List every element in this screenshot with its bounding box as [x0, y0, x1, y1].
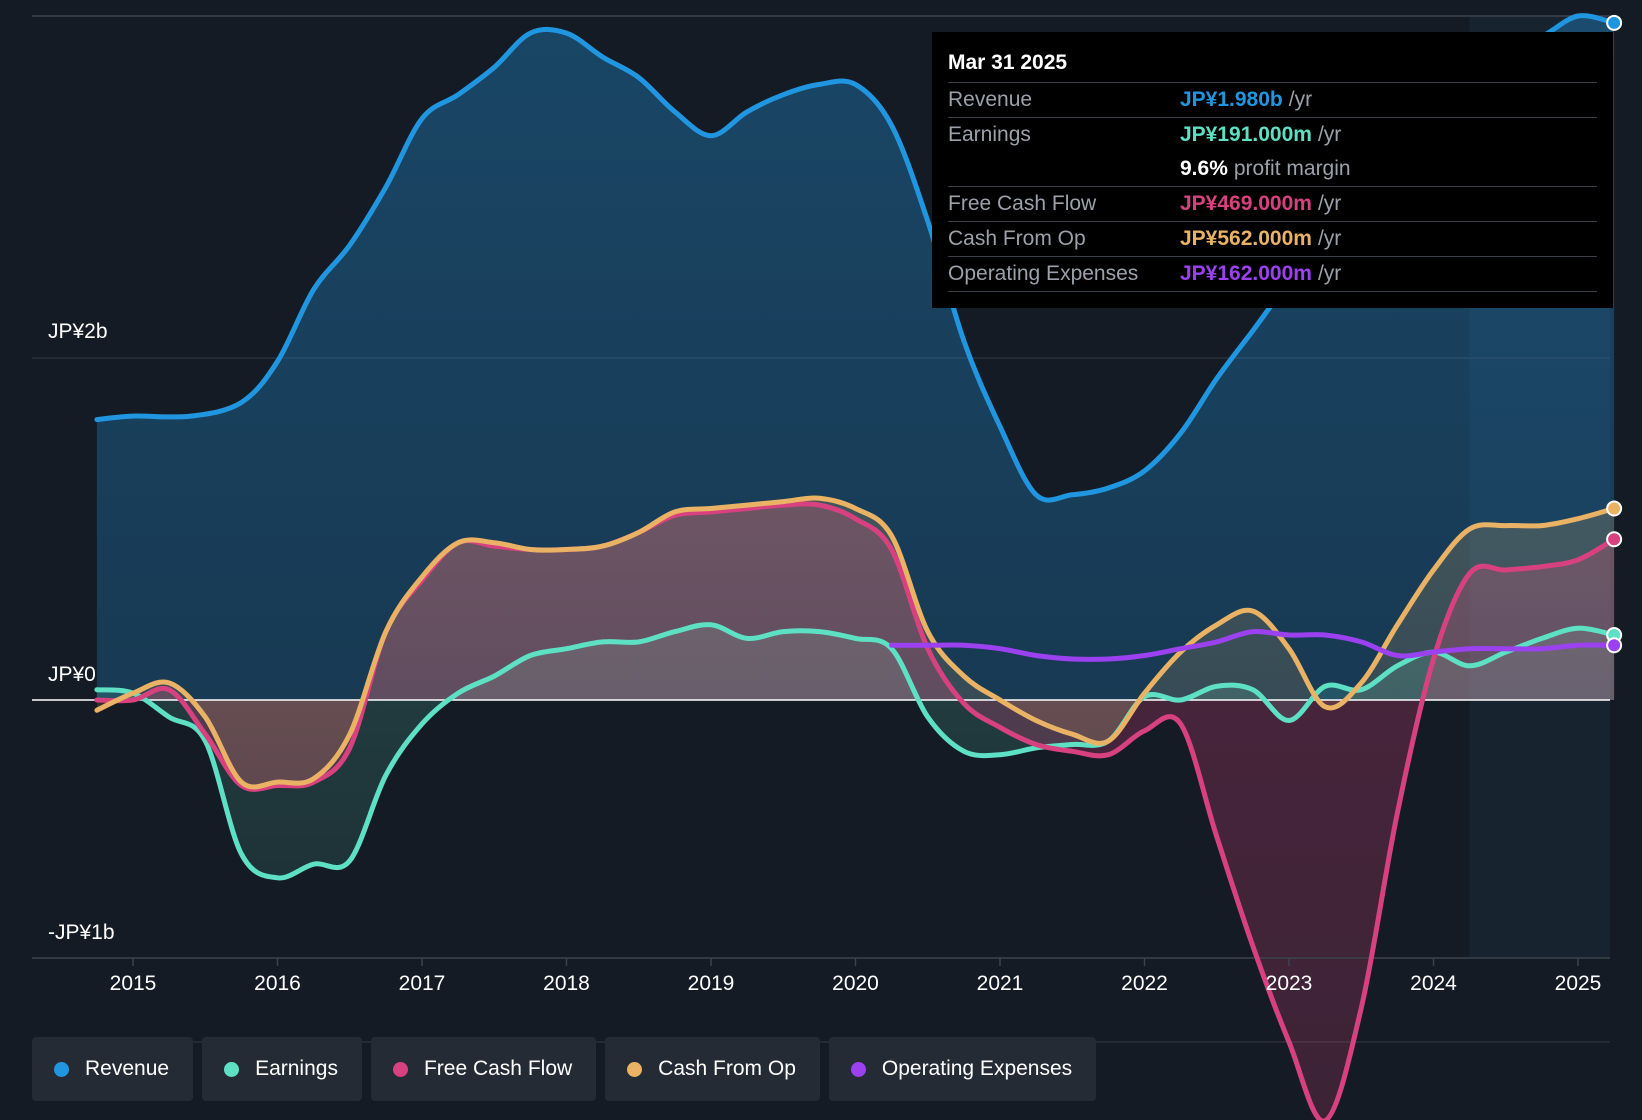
endpoint-revenue [1606, 14, 1623, 31]
legend-dot-icon [392, 1061, 408, 1077]
tooltip-row: Operating Expenses JP¥162.000m/yr [948, 256, 1597, 292]
x-tick-label: 2019 [687, 972, 735, 995]
x-tick-label: 2025 [1554, 972, 1602, 995]
tooltip-date: Mar 31 2025 [948, 51, 1068, 74]
line-earnings [94, 622, 1617, 881]
legend-dot-icon [54, 1061, 69, 1077]
x-tick-label: 2018 [543, 972, 590, 995]
legend-dot-icon [224, 1061, 240, 1077]
tooltip-row: Earnings JP¥191.000m/yr [948, 117, 1597, 152]
tooltip-row-value: JP¥191.000m/yr [1180, 123, 1342, 146]
tooltip-row-label: Revenue [948, 88, 1033, 111]
legend: Revenue Earnings Free Cash Flow Cash From O… [32, 1037, 1097, 1101]
tooltip-row-label: Earnings [948, 123, 1031, 146]
legend-dot-icon [850, 1061, 866, 1077]
tooltip-row-label: Free Cash Flow [948, 192, 1097, 215]
tooltip-row-label: Cash From Op [948, 227, 1086, 250]
tooltip-row-value: JP¥162.000m/yr [1180, 262, 1342, 285]
x-tick-label: 2024 [1410, 972, 1457, 995]
tooltip-row-label: Operating Expenses [948, 262, 1139, 285]
x-tick-label: 2021 [976, 972, 1024, 995]
x-tick-label: 2017 [398, 972, 446, 995]
legend-label: Revenue [85, 1057, 170, 1080]
tooltip-row: Cash From Op JP¥562.000m/yr [948, 221, 1597, 256]
tooltip-row: 9.6% profit margin [948, 152, 1597, 186]
area-revenue [96, 15, 1615, 700]
y-tick-label-top: JP¥2b [48, 320, 108, 343]
line-operating-expenses [889, 628, 1617, 662]
tooltip-row: Free Cash Flow JP¥469.000m/yr [948, 186, 1597, 221]
legend-label: Free Cash Flow [423, 1057, 573, 1080]
legend-label: Earnings [255, 1057, 338, 1080]
legend-item-free-cash-flow[interactable]: Free Cash Flow [370, 1037, 597, 1101]
legend-item-operating-expenses[interactable]: Operating Expenses [828, 1037, 1097, 1101]
x-tick-label: 2020 [832, 972, 879, 995]
tooltip-row-value: 9.6% profit margin [1180, 157, 1351, 180]
legend-item-earnings[interactable]: Earnings [202, 1037, 362, 1101]
line-cash-from-op [94, 495, 1617, 790]
legend-label: Operating Expenses [881, 1057, 1073, 1080]
tooltip-row: Revenue JP¥1.980b/yr [948, 82, 1597, 117]
legend-dot-icon [627, 1061, 643, 1077]
legend-item-cash-from-op[interactable]: Cash From Op [605, 1037, 820, 1101]
endpoint-free-cash-flow [1606, 531, 1623, 548]
x-tick-label: 2023 [1265, 972, 1313, 995]
area-cash-from-op [96, 497, 1615, 788]
x-tick-label: 2015 [109, 972, 157, 995]
endpoint-operating-expenses [1606, 637, 1623, 654]
line-free-cash-flow [94, 501, 1617, 1120]
tooltip-row-value: JP¥1.980b/yr [1180, 88, 1313, 111]
tooltip-panel: Mar 31 2025 Revenue JP¥1.980b/yr Earnings J… [932, 32, 1613, 308]
legend-label: Cash From Op [658, 1057, 796, 1080]
tooltip-row-value: JP¥469.000m/yr [1180, 192, 1342, 215]
tooltip-row-value: JP¥562.000m/yr [1180, 227, 1342, 250]
endpoint-cash-from-op [1606, 500, 1623, 517]
legend-item-revenue[interactable]: Revenue [32, 1037, 194, 1101]
y-tick-label-zero: JP¥0 [48, 663, 96, 686]
x-tick-label: 2016 [254, 972, 301, 995]
y-tick-label-bottom: -JP¥1b [48, 921, 115, 944]
x-tick-label: 2022 [1121, 972, 1168, 995]
